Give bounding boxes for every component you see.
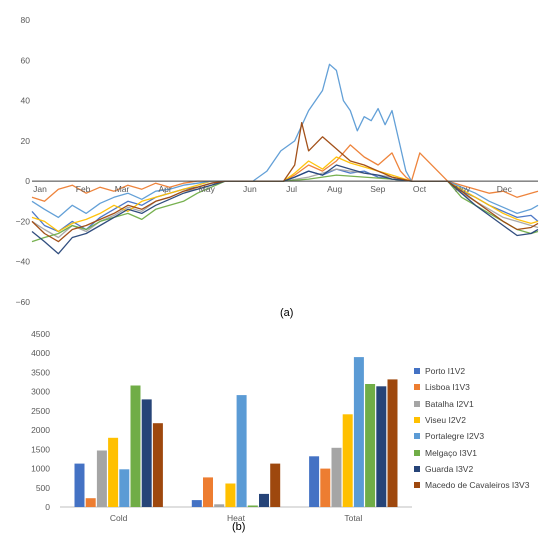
y-tick-label: 4000 (31, 348, 50, 358)
bar (259, 493, 269, 507)
legend-item: Portalegre I2V3 (414, 428, 550, 444)
caption-a: (a) (280, 307, 294, 319)
x-month-label: May (199, 184, 216, 194)
bar (141, 399, 152, 507)
series-line (31, 164, 539, 255)
y-tick-label: 0 (45, 502, 50, 512)
x-month-label: Feb (76, 184, 91, 194)
legend-item: Viseu I2V2 (414, 412, 550, 428)
y-tick-label: 2000 (31, 425, 50, 435)
bar (225, 483, 236, 507)
legend-swatch (414, 449, 420, 456)
x-month-label: Jan (33, 184, 47, 194)
y-tick-label: −20 (16, 216, 31, 226)
line-chart: 80 60 40 20 0 −20 −40 −60 Jan Feb Mar Apr May Jun Jul A… (16, 15, 539, 307)
bar (214, 504, 225, 507)
legend-label: Lisboa I1V3 (425, 382, 470, 393)
series-line (31, 156, 539, 233)
legend-item: Macedo de Cavaleiros I3V3 (414, 477, 550, 493)
legend-swatch (414, 417, 420, 424)
bar (376, 386, 387, 507)
y-tick-label: 3000 (31, 387, 50, 397)
legend-swatch (414, 482, 420, 489)
category-label: Cold (110, 513, 128, 523)
bar (270, 463, 281, 507)
bar-chart: 4500 4000 3500 3000 2500 2000 1500 1000 500 0 Cold… (31, 329, 412, 523)
bar (320, 468, 331, 507)
legend-item: Porto I1V2 (414, 363, 550, 379)
legend-label: Portalegre I2V3 (425, 431, 485, 442)
legend-label: Guarda I3V2 (425, 463, 474, 474)
bar (236, 395, 247, 507)
legend-item: Guarda I3V2 (414, 461, 550, 477)
legend-item: Melgaço I3V1 (414, 444, 550, 460)
x-month-label: Dec (497, 184, 513, 194)
bar (203, 477, 213, 507)
bar (74, 463, 85, 507)
bar (108, 437, 119, 507)
legend-item: Lisboa I1V3 (414, 379, 550, 395)
y-tick-label: 1000 (31, 464, 50, 474)
legend-label: Batalha I2V1 (425, 398, 474, 409)
legend-label: Porto I1V2 (425, 366, 466, 377)
bar (309, 456, 320, 507)
legend-swatch (414, 433, 420, 440)
legend-swatch (414, 384, 420, 391)
bar (191, 500, 202, 507)
y-tick-label: 20 (21, 136, 31, 146)
bar (365, 384, 376, 507)
bar (96, 450, 107, 507)
bar (130, 385, 141, 507)
y-tick-label: −40 (16, 257, 31, 267)
y-tick-label: 2500 (31, 406, 50, 416)
x-month-label: Jul (286, 184, 297, 194)
bar (331, 447, 342, 507)
x-month-label: Jun (243, 184, 257, 194)
x-month-label: Oct (413, 184, 427, 194)
y-tick-label: 1500 (31, 444, 50, 454)
y-tick-label: 4500 (31, 329, 50, 339)
legend-label: Melgaço I3V1 (425, 447, 477, 458)
x-month-label: Apr (158, 184, 171, 194)
bar (247, 505, 258, 507)
y-tick-label: 80 (21, 15, 31, 25)
legend-item: Batalha I2V1 (414, 396, 550, 412)
legend-swatch (414, 368, 420, 375)
bar (387, 379, 398, 507)
y-tick-label: 40 (21, 96, 31, 106)
legend-label: Viseu I2V2 (425, 415, 466, 426)
series-line (31, 144, 539, 202)
legend-label: Macedo de Cavaleiros I3V3 (425, 480, 530, 491)
y-tick-label: 3500 (31, 367, 50, 377)
caption-b: (b) (232, 521, 246, 533)
bar (342, 414, 353, 507)
bar (119, 469, 130, 507)
series-line (31, 122, 539, 243)
bar (85, 498, 96, 507)
bar (152, 423, 163, 507)
y-tick-label: 500 (36, 483, 50, 493)
y-tick-label: 0 (25, 176, 30, 186)
x-month-label: Aug (327, 184, 342, 194)
category-label: Heat (227, 513, 246, 523)
x-month-label: Mar (115, 184, 130, 194)
x-month-label: Nov (455, 184, 471, 194)
bar (353, 357, 364, 507)
y-tick-label: −60 (16, 297, 31, 307)
legend-swatch (414, 465, 420, 472)
y-tick-label: 60 (21, 55, 31, 65)
x-month-label: Sep (370, 184, 385, 194)
bar-chart-legend: Porto I1V2 Lisboa I1V3 Batalha I2V1 Viseu I… (414, 363, 550, 493)
legend-swatch (414, 400, 420, 407)
category-label: Total (344, 513, 362, 523)
